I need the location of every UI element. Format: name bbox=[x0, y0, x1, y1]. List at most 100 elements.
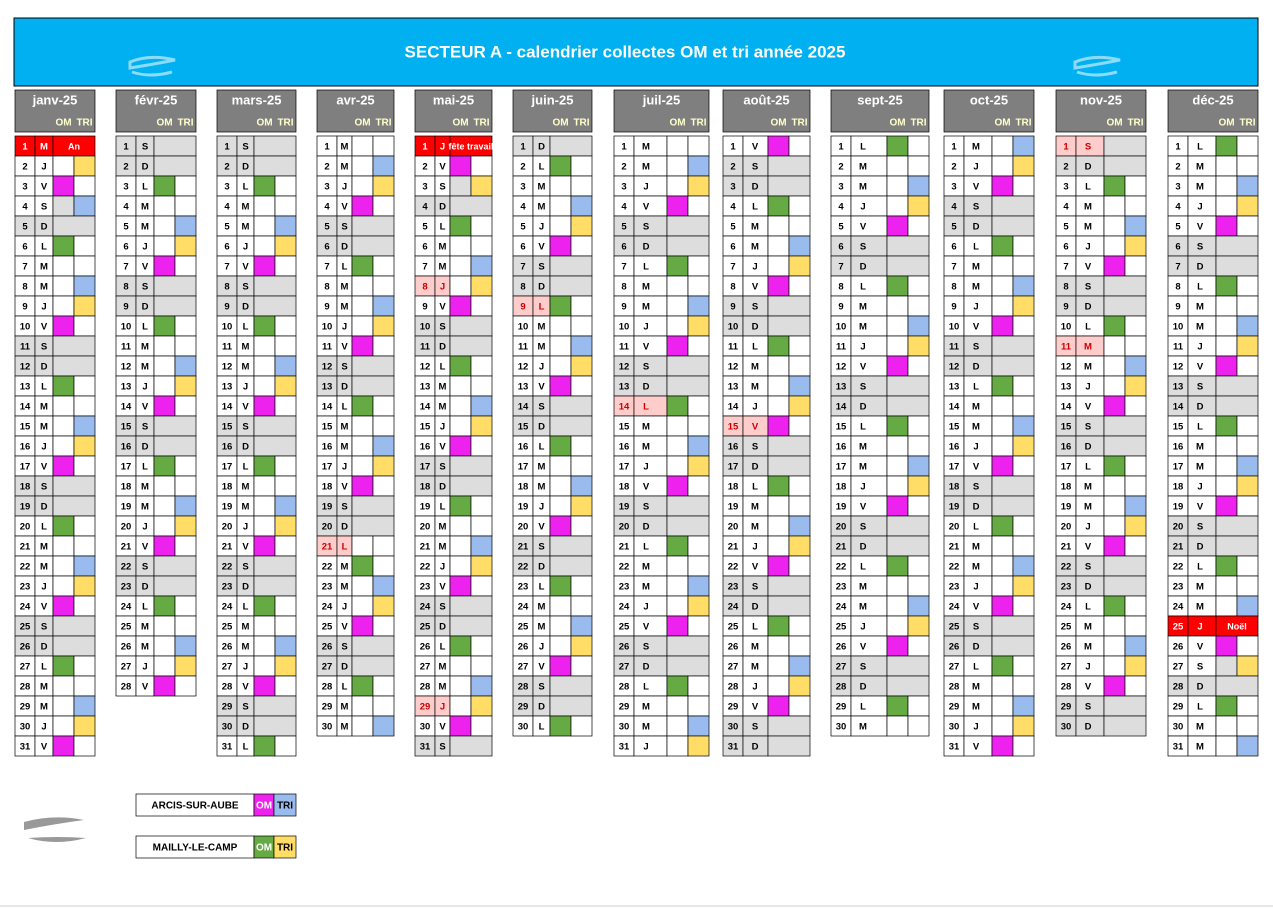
om-cell bbox=[153, 235, 176, 257]
weekday: V bbox=[41, 462, 48, 473]
closed-cell bbox=[153, 435, 197, 457]
weekday: L bbox=[860, 702, 866, 713]
day-number: 10 bbox=[518, 322, 529, 333]
tri-cell bbox=[687, 175, 710, 197]
om-cell bbox=[449, 555, 472, 577]
tri-cell bbox=[372, 275, 395, 297]
weekday: L bbox=[539, 302, 545, 313]
weekday: V bbox=[643, 622, 650, 633]
tri-cell bbox=[1012, 375, 1035, 397]
weekday: M bbox=[1196, 582, 1204, 593]
closed-cell bbox=[666, 635, 710, 657]
day-number: 8 bbox=[621, 282, 626, 293]
om-cell bbox=[886, 555, 909, 577]
closed-cell bbox=[253, 415, 297, 437]
om-label: OM bbox=[256, 118, 272, 129]
month-label: déc-25 bbox=[1192, 92, 1233, 107]
day-number: 8 bbox=[838, 282, 843, 293]
day-number: 28 bbox=[1061, 682, 1072, 693]
month-label: juin-25 bbox=[531, 92, 574, 107]
day-number: 7 bbox=[324, 262, 329, 273]
om-cell bbox=[52, 535, 75, 557]
closed-cell bbox=[666, 655, 710, 677]
day-number: 24 bbox=[222, 602, 233, 613]
weekday: S bbox=[142, 562, 148, 573]
om-cell bbox=[1215, 735, 1238, 757]
weekday: D bbox=[341, 242, 348, 253]
day-number: 16 bbox=[322, 442, 333, 453]
om-cell bbox=[991, 415, 1014, 437]
weekday: L bbox=[643, 262, 649, 273]
om-cell bbox=[1103, 455, 1126, 477]
weekday: S bbox=[142, 142, 148, 153]
weekday: D bbox=[341, 522, 348, 533]
day-number: 3 bbox=[123, 182, 128, 193]
weekday-cell bbox=[850, 675, 888, 697]
day-number: 4 bbox=[951, 202, 957, 213]
weekday: M bbox=[972, 542, 980, 553]
weekday: V bbox=[752, 562, 759, 573]
om-cell bbox=[549, 175, 572, 197]
day-number: 21 bbox=[1061, 542, 1072, 553]
day-number: 3 bbox=[324, 182, 329, 193]
day-number: 24 bbox=[619, 602, 630, 613]
weekday: V bbox=[41, 742, 48, 753]
day-number: 11 bbox=[1173, 342, 1184, 353]
day-number: 3 bbox=[422, 182, 427, 193]
day-number: 28 bbox=[121, 682, 132, 693]
day-number: 12 bbox=[949, 362, 960, 373]
day-number: 8 bbox=[730, 282, 735, 293]
om-cell bbox=[886, 715, 909, 737]
tri-cell bbox=[1124, 615, 1147, 637]
weekday: V bbox=[538, 662, 545, 673]
day-number: 7 bbox=[22, 262, 27, 273]
om-cell bbox=[666, 475, 689, 497]
om-cell bbox=[1215, 475, 1238, 497]
weekday: L bbox=[752, 482, 758, 493]
day-number: 6 bbox=[520, 242, 525, 253]
om-cell bbox=[52, 195, 75, 217]
weekday-cell bbox=[850, 695, 888, 717]
day-number: 7 bbox=[422, 262, 427, 273]
om-cell bbox=[153, 215, 176, 237]
day-number: 5 bbox=[520, 222, 526, 233]
weekday: M bbox=[1084, 202, 1092, 213]
om-cell bbox=[991, 695, 1014, 717]
day-number: 15 bbox=[518, 422, 529, 433]
day-number: 26 bbox=[728, 642, 739, 653]
day-number: 29 bbox=[20, 702, 31, 713]
weekday: M bbox=[538, 342, 546, 353]
weekday: M bbox=[642, 442, 650, 453]
day-number: 14 bbox=[121, 402, 132, 413]
weekday: L bbox=[539, 162, 545, 173]
day-number: 15 bbox=[836, 422, 847, 433]
day-number: 21 bbox=[619, 542, 630, 553]
weekday: S bbox=[439, 742, 445, 753]
day-number: 19 bbox=[222, 502, 233, 513]
om-cell bbox=[449, 655, 472, 677]
weekday: M bbox=[1196, 182, 1204, 193]
tri-cell bbox=[470, 695, 493, 717]
tri-cell bbox=[907, 555, 930, 577]
tri-cell bbox=[788, 495, 811, 517]
om-cell bbox=[991, 595, 1014, 617]
weekday: M bbox=[1196, 602, 1204, 613]
weekday-cell bbox=[850, 715, 888, 737]
om-cell bbox=[52, 235, 75, 257]
weekday: M bbox=[439, 542, 447, 553]
weekday: M bbox=[242, 222, 250, 233]
day-number: 14 bbox=[949, 402, 960, 413]
day-number: 13 bbox=[619, 382, 630, 393]
weekday-cell bbox=[633, 675, 668, 697]
day-number: 1 bbox=[730, 142, 736, 153]
tri-cell bbox=[907, 495, 930, 517]
weekday: D bbox=[860, 402, 867, 413]
tri-cell bbox=[1012, 155, 1035, 177]
om-cell bbox=[1215, 655, 1238, 677]
weekday: V bbox=[341, 622, 348, 633]
day-number: 7 bbox=[951, 262, 956, 273]
day-number: 11 bbox=[121, 342, 132, 353]
weekday: L bbox=[41, 522, 47, 533]
day-number: 16 bbox=[1061, 442, 1072, 453]
tri-cell bbox=[907, 455, 930, 477]
